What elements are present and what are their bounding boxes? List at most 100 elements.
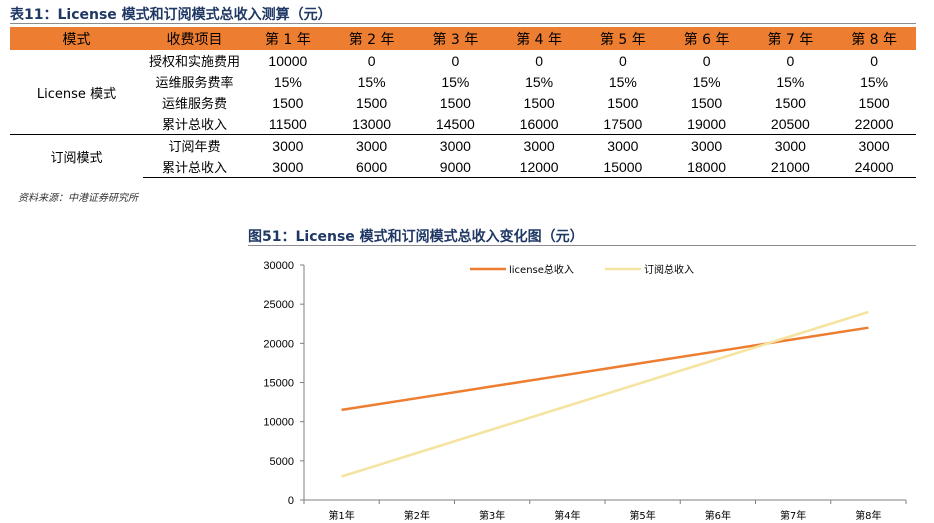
y-tick-label: 5000 bbox=[270, 456, 294, 468]
value-cell: 0 bbox=[702, 52, 711, 69]
header-cell-year: 第 1 年 bbox=[246, 27, 330, 50]
item-cell: 累计总收入 bbox=[161, 118, 227, 133]
value-cell: 15% bbox=[525, 73, 554, 90]
value-cell: 15% bbox=[776, 73, 805, 90]
item-cell: 订阅年费 bbox=[143, 134, 246, 156]
value-cell: 22000 bbox=[854, 115, 894, 132]
value-cell: 15% bbox=[860, 73, 889, 90]
table-title-rule bbox=[10, 23, 916, 24]
value-cell: 3000 bbox=[748, 134, 833, 156]
value-cell: 3000 bbox=[246, 134, 330, 156]
value-cell: 20500 bbox=[770, 115, 810, 132]
value-cell: 1500 bbox=[523, 94, 555, 111]
chart-plot: 0 5000 10000 15000 20000 25000 30000 第1年 第2年 第3年 第… bbox=[263, 260, 907, 522]
value-cell: 6000 bbox=[329, 156, 414, 178]
x-tick-label: 第8年 bbox=[855, 509, 881, 522]
chart-title: 图51：License 模式和订阅模式总收入变化图（元） bbox=[248, 229, 584, 245]
y-tick-label: 0 bbox=[288, 495, 294, 507]
legend-label-1: 订阅总收入 bbox=[644, 263, 694, 276]
value-cell: 0 bbox=[535, 52, 544, 69]
value-cell: 19000 bbox=[687, 115, 727, 132]
header-cell-item: 收费项目 bbox=[143, 27, 246, 50]
item-cell: 授权和实施费用 bbox=[148, 55, 240, 70]
value-cell: 3000 bbox=[664, 134, 749, 156]
value-cell: 9000 bbox=[413, 156, 498, 178]
header-cell-mode: 模式 bbox=[10, 27, 143, 50]
table-row: License 模式 授权和实施费用 10000 0 0 0 0 0 0 0 bbox=[10, 50, 916, 102]
revenue-table: 模式 收费项目 第 1 年 第 2 年 第 3 年 第 4 年 第 5 年 第 … bbox=[10, 27, 916, 178]
y-tick-label: 25000 bbox=[263, 299, 294, 311]
table-title: 表11：License 模式和订阅模式总收入测算（元） bbox=[10, 7, 332, 23]
table-header-row: 模式 收费项目 第 1 年 第 2 年 第 3 年 第 4 年 第 5 年 第 … bbox=[10, 27, 916, 50]
value-cell: 11500 bbox=[268, 115, 307, 132]
value-cell: 1500 bbox=[607, 94, 639, 111]
value-cell: 18000 bbox=[664, 156, 749, 178]
value-cell: 15% bbox=[692, 73, 721, 90]
x-tick-label: 第3年 bbox=[479, 509, 505, 522]
value-cell: 15% bbox=[357, 73, 386, 90]
mode-cell: License 模式 bbox=[36, 86, 117, 102]
item-cell: 运维服务费率 bbox=[155, 76, 234, 91]
value-cell: 1500 bbox=[858, 94, 890, 111]
value-cell: 1500 bbox=[691, 94, 723, 111]
series-line-0 bbox=[341, 326, 869, 412]
value-cell: 15% bbox=[441, 73, 470, 90]
value-cell: 10000 bbox=[268, 52, 308, 69]
value-cell: 3000 bbox=[497, 134, 581, 156]
table-row: 运维服务费 1500 1500 1500 1500 1500 1500 1500 1500 bbox=[10, 92, 916, 113]
table-row: 累计总收入 3000 6000 9000 12000 15000 18000 21000 240… bbox=[10, 156, 916, 178]
x-tick-label: 第5年 bbox=[629, 509, 655, 522]
value-cell: 1500 bbox=[439, 94, 471, 111]
value-cell: 15% bbox=[608, 73, 637, 90]
chart-title-rule bbox=[248, 245, 916, 246]
value-cell: 3000 bbox=[246, 156, 330, 178]
x-tick-label: 第2年 bbox=[404, 509, 430, 522]
value-cell: 0 bbox=[870, 52, 879, 69]
table-row: 订阅模式 订阅年费 3000 3000 3000 3000 3000 3000 3000 3000 bbox=[10, 134, 916, 178]
y-tick-label: 15000 bbox=[263, 378, 294, 390]
value-cell: 24000 bbox=[832, 156, 916, 178]
value-cell: 3000 bbox=[413, 134, 498, 156]
header-cell-year: 第 2 年 bbox=[329, 27, 414, 50]
legend-label-0: license总收入 bbox=[509, 263, 574, 276]
header-cell-year: 第 3 年 bbox=[413, 27, 498, 50]
header-cell-year: 第 6 年 bbox=[664, 27, 749, 50]
value-cell: 0 bbox=[618, 52, 627, 69]
value-cell: 15000 bbox=[581, 156, 665, 178]
x-tick-label: 第1年 bbox=[328, 509, 354, 522]
x-tick-label: 第7年 bbox=[780, 509, 806, 522]
header-cell-year: 第 8 年 bbox=[832, 27, 916, 50]
series-line-1 bbox=[341, 310, 869, 478]
value-cell: 16000 bbox=[519, 115, 559, 132]
x-tick-label: 第4年 bbox=[554, 509, 580, 522]
value-cell: 14500 bbox=[435, 115, 475, 132]
value-cell: 0 bbox=[367, 52, 376, 69]
value-cell: 21000 bbox=[748, 156, 833, 178]
value-cell: 1500 bbox=[356, 94, 388, 111]
value-cell: 15% bbox=[273, 73, 302, 90]
table-row: 运维服务费率 15% 15% 15% 15% 15% 15% 15% 15% bbox=[10, 71, 916, 92]
value-cell: 13000 bbox=[352, 115, 392, 132]
x-tick-label: 第6年 bbox=[705, 509, 731, 522]
value-cell: 1500 bbox=[272, 94, 304, 111]
table-source-note: 资料来源：中港证券研究所 bbox=[18, 193, 138, 204]
value-cell: 0 bbox=[451, 52, 460, 69]
header-cell-year: 第 7 年 bbox=[748, 27, 833, 50]
header-cell-year: 第 4 年 bbox=[497, 27, 581, 50]
y-tick-label: 30000 bbox=[263, 260, 294, 272]
value-cell: 0 bbox=[786, 52, 795, 69]
item-cell: 运维服务费 bbox=[161, 97, 227, 112]
y-tick-label: 10000 bbox=[263, 417, 294, 429]
value-cell: 12000 bbox=[497, 156, 581, 178]
value-cell: 3000 bbox=[832, 134, 916, 156]
table-row: 累计总收入 11500 13000 14500 16000 17500 19000 20500… bbox=[10, 113, 916, 135]
value-cell: 3000 bbox=[581, 134, 665, 156]
y-tick-label: 20000 bbox=[263, 338, 294, 350]
value-cell: 1500 bbox=[774, 94, 806, 111]
mode-cell: 订阅模式 bbox=[10, 134, 143, 178]
header-cell-year: 第 5 年 bbox=[581, 27, 665, 50]
value-cell: 17500 bbox=[603, 115, 643, 132]
value-cell: 3000 bbox=[329, 134, 414, 156]
item-cell: 累计总收入 bbox=[143, 156, 246, 178]
